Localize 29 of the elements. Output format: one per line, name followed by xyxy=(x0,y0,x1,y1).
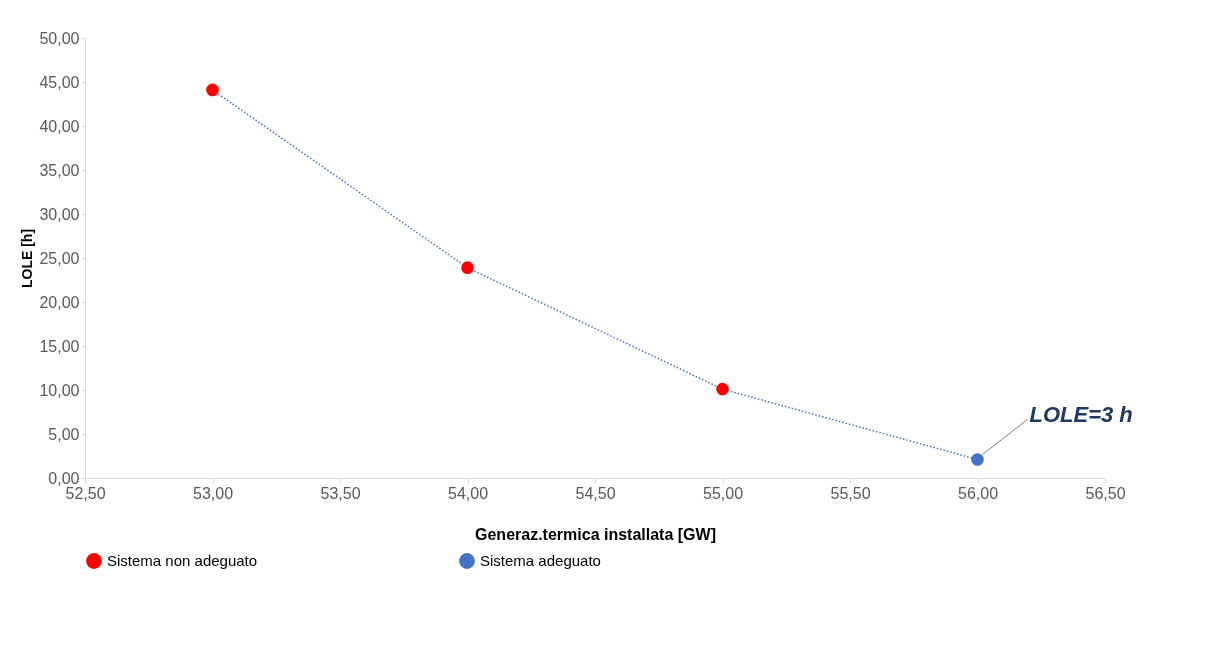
y-tick-label: 0,00 xyxy=(48,469,80,487)
x-tick-label: 56,00 xyxy=(957,484,999,502)
point xyxy=(461,261,474,274)
y-tick-label: 5,00 xyxy=(48,425,80,443)
legend-label: Sistema adeguato xyxy=(480,552,601,569)
y-tick-label: 50,00 xyxy=(39,29,80,47)
point xyxy=(716,382,729,396)
y-tick-label: 10,00 xyxy=(39,381,80,399)
point xyxy=(206,83,219,97)
y-tick-label: 15,00 xyxy=(39,337,80,355)
x-tick-label: 54,00 xyxy=(447,484,489,502)
annotation: LOLE=3 h xyxy=(1029,401,1133,427)
y-axis-title: LOLE [h] xyxy=(19,228,36,289)
y-tick-label: 45,00 xyxy=(39,73,80,91)
x-tick-label: 52,50 xyxy=(65,484,106,502)
x-tick-label: 55,00 xyxy=(702,484,744,502)
x-tick-label: 54,50 xyxy=(575,484,616,502)
y-tick-label: 35,00 xyxy=(39,161,80,179)
x-tick-label: 55,50 xyxy=(830,484,871,502)
y-tick-label: 30,00 xyxy=(39,205,80,223)
y-tick-label: 40,00 xyxy=(39,117,80,135)
x-axis-title: Generaz.termica installata [GW] xyxy=(475,525,716,543)
legend-label: Sistema non adeguato xyxy=(107,552,258,569)
x-tick-label: 53,50 xyxy=(320,484,361,502)
y-tick-label: 25,00 xyxy=(39,249,80,267)
x-tick-label: 56,50 xyxy=(1085,484,1126,502)
point xyxy=(971,453,984,466)
y-tick-label: 20,00 xyxy=(39,293,80,311)
x-tick-label: 53,00 xyxy=(192,484,234,502)
